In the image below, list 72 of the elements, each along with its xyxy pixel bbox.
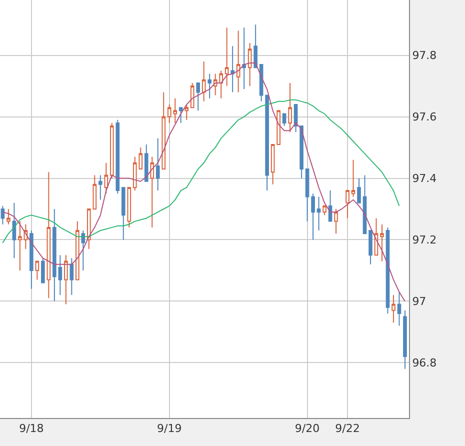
- candlestick: [248, 42, 252, 87]
- candlestick: [276, 110, 280, 145]
- candlestick: [254, 24, 258, 68]
- candlestick: [316, 196, 321, 232]
- candlestick: [76, 220, 80, 280]
- candlestick: [351, 159, 356, 198]
- x-tick-label: 9/19: [157, 422, 182, 436]
- y-tick-label: 97: [412, 295, 426, 308]
- candlestick: [328, 190, 332, 222]
- y-tick-label: 97.8: [412, 49, 437, 62]
- candlestick: [81, 230, 86, 271]
- candlestick: [397, 291, 402, 326]
- candlestick: [70, 258, 74, 296]
- y-tick-label: 97.6: [412, 110, 437, 124]
- candlestick: [380, 224, 384, 262]
- candlestick: [403, 310, 407, 370]
- line-series: [2, 62, 406, 302]
- candlestick: [58, 254, 62, 296]
- candlestick: [219, 70, 223, 99]
- candlestick: [0, 205, 5, 225]
- candlestick: [270, 144, 275, 185]
- candlestick: [196, 82, 200, 112]
- candlestick: [18, 220, 22, 271]
- candlestick: [208, 73, 212, 99]
- candlestick: [374, 218, 378, 256]
- candlestick: [357, 178, 361, 204]
- candlestick: [334, 208, 338, 234]
- candlestick: [362, 174, 367, 234]
- candlestick: [12, 202, 16, 259]
- candlestick: [162, 92, 166, 170]
- candlestick: [300, 126, 304, 179]
- candlestick: [156, 138, 160, 192]
- y-tick-label: 97.4: [412, 172, 437, 186]
- candlestick: [346, 190, 350, 219]
- candlestick: [116, 119, 120, 194]
- candlestick: [41, 258, 45, 284]
- candlestick: [46, 172, 51, 299]
- candlestick: [190, 82, 194, 108]
- candlestick: [392, 294, 396, 324]
- candlestick: [368, 230, 372, 265]
- y-tick-label: 96.8: [412, 356, 437, 370]
- candlestick: [311, 193, 315, 240]
- y-tick-label: 97.2: [412, 234, 437, 247]
- candlestick: [305, 168, 310, 222]
- candlestick: [98, 174, 102, 200]
- candlestick: [6, 208, 10, 225]
- line-series: [2, 99, 400, 244]
- candlestick: [30, 230, 34, 290]
- candlestick: [178, 107, 183, 124]
- candlestick: [110, 122, 114, 179]
- candlestick: [288, 82, 292, 133]
- candlestick: [265, 94, 269, 192]
- candlestick: [202, 60, 206, 102]
- candlestick: [104, 162, 108, 194]
- x-tick-label: 9/18: [19, 422, 44, 436]
- x-tick-label: 9/20: [294, 422, 320, 436]
- x-tick-label: 9/22: [335, 422, 360, 436]
- candlestick: [236, 30, 240, 93]
- candlestick: [64, 254, 68, 305]
- candlestick: [184, 104, 189, 120]
- candlestick: [242, 27, 246, 90]
- candlestick: [224, 27, 229, 87]
- candlestick: [144, 144, 148, 182]
- candlestick: [386, 226, 390, 314]
- candlestick: [150, 156, 154, 228]
- candlestick: [230, 46, 234, 93]
- candlestick: [322, 205, 326, 216]
- candlestick: [52, 208, 56, 302]
- candlestick: [35, 260, 40, 280]
- candlestick: [121, 186, 126, 240]
- candlestick: [127, 186, 132, 228]
- candlestick: [282, 113, 286, 127]
